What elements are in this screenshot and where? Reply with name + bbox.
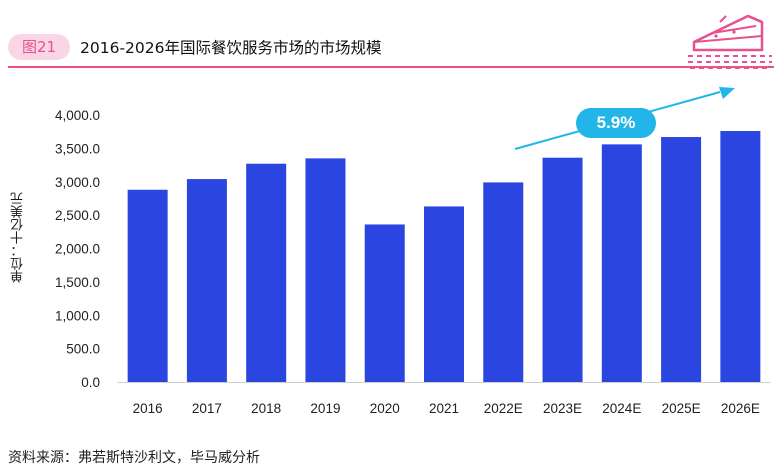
y-tick-label: 3,000.0 xyxy=(55,175,100,190)
x-tick-label: 2020 xyxy=(370,401,400,416)
header-divider xyxy=(8,66,774,68)
x-tick-label: 2023E xyxy=(543,401,582,416)
bar-chart: 0.0 500.0 1,000.0 1,500.0 2,000.0 2,500.0 3,00… xyxy=(55,87,770,416)
y-tick-label: 1,500.0 xyxy=(55,275,100,290)
bar-2019 xyxy=(305,158,346,382)
x-tick-label: 2016 xyxy=(133,401,163,416)
x-tick-label: 2022E xyxy=(484,401,523,416)
bar-series xyxy=(127,131,761,382)
bar-2022E xyxy=(483,182,524,382)
x-tick-label: 2024E xyxy=(602,401,641,416)
bar-2020 xyxy=(364,224,405,382)
bar-2026E xyxy=(720,131,761,382)
cake-icon xyxy=(688,14,772,69)
x-tick-label: 2019 xyxy=(310,401,340,416)
y-tick-label: 3,500.0 xyxy=(55,141,100,156)
y-tick-label: 500.0 xyxy=(66,342,100,357)
y-tick-label: 0.0 xyxy=(81,375,100,390)
y-tick-label: 4,000.0 xyxy=(55,108,100,123)
bar-2021 xyxy=(424,206,464,382)
source-note: 资料来源：弗若斯特沙利文，毕马威分析 xyxy=(8,450,260,466)
x-tick-label: 2026E xyxy=(721,401,760,416)
x-tick-label: 2025E xyxy=(662,401,701,416)
x-tick-label: 2018 xyxy=(251,401,281,416)
x-tick-label: 2021 xyxy=(429,401,459,416)
growth-rate-badge: 5.9% xyxy=(576,108,656,138)
bar-2024E xyxy=(601,144,642,382)
y-tick-label: 2,000.0 xyxy=(55,242,100,257)
bar-2018 xyxy=(246,163,287,382)
bar-2025E xyxy=(661,137,702,382)
y-axis-ticks: 0.0 500.0 1,000.0 1,500.0 2,000.0 2,500.0 3,00… xyxy=(55,108,100,390)
y-tick-label: 2,500.0 xyxy=(55,208,100,223)
bar-2023E xyxy=(542,157,583,382)
chart-title: 2016-2026年国际餐饮服务市场的市场规模 xyxy=(80,39,382,57)
bar-2017 xyxy=(186,179,227,382)
bar-2016 xyxy=(127,189,168,382)
figure-number-badge: 图21 xyxy=(8,34,70,60)
y-tick-label: 1,000.0 xyxy=(55,308,100,323)
x-axis-ticks: 2016 2017 2018 2019 2020 2021 2022E 2023E 2024E 2… xyxy=(133,401,760,416)
x-tick-label: 2017 xyxy=(192,401,222,416)
